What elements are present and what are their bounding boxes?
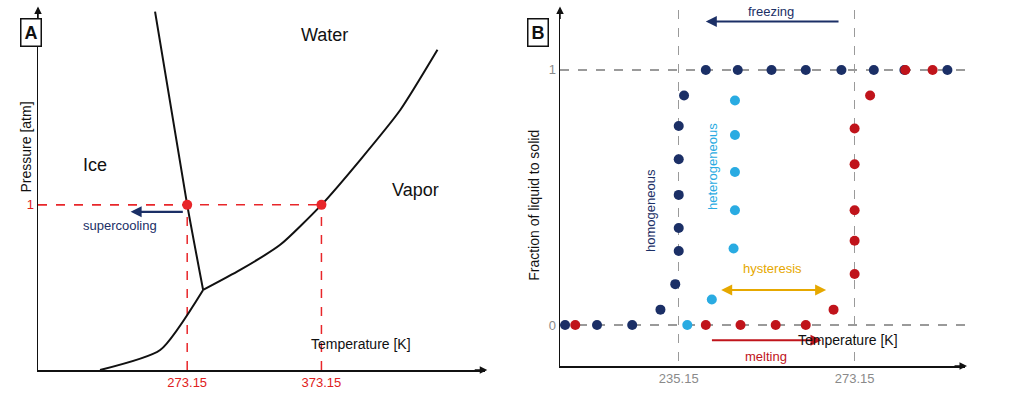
svg-text:B: B [532, 23, 545, 43]
svg-text:A: A [25, 23, 38, 43]
svg-text:Water: Water [301, 25, 348, 45]
svg-text:Temperature [K]: Temperature [K] [798, 332, 898, 348]
svg-text:Vapor: Vapor [392, 180, 439, 200]
svg-text:hysteresis: hysteresis [743, 261, 802, 276]
svg-text:273.15: 273.15 [167, 375, 207, 390]
svg-text:Fraction of liquid to solid: Fraction of liquid to solid [526, 130, 542, 281]
svg-text:235.15: 235.15 [659, 371, 699, 386]
svg-text:heterogeneous: heterogeneous [705, 123, 720, 210]
svg-text:melting: melting [745, 349, 787, 364]
svg-text:0: 0 [549, 317, 556, 332]
svg-text:Ice: Ice [83, 155, 107, 175]
svg-text:1: 1 [549, 62, 556, 77]
svg-text:Temperature [K]: Temperature [K] [311, 336, 411, 352]
svg-text:1: 1 [27, 197, 34, 212]
svg-text:supercooling: supercooling [83, 218, 157, 233]
svg-text:freezing: freezing [748, 4, 794, 19]
svg-text:273.15: 273.15 [835, 371, 875, 386]
svg-text:373.15: 373.15 [302, 375, 342, 390]
svg-text:homogeneous: homogeneous [643, 169, 658, 252]
svg-text:Pressure [atm]: Pressure [atm] [18, 101, 34, 192]
